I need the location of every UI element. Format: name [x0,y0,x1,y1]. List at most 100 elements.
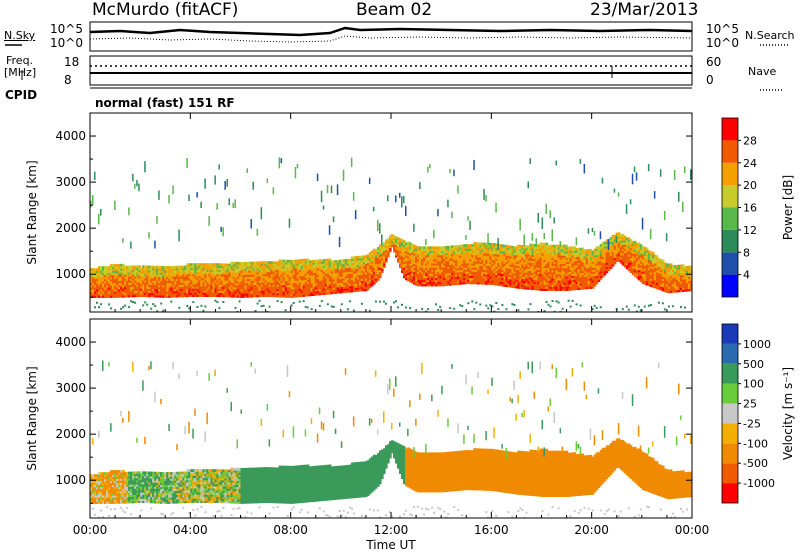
power-cell [98,282,101,286]
power-cell [543,277,547,281]
power-cell [471,260,474,264]
power-cell [90,286,93,290]
power-cell [158,274,161,277]
power-cell [549,288,553,291]
power-cell [623,244,627,247]
power-cell [483,248,486,252]
power-speckle [413,223,415,232]
power-cell [599,277,603,280]
power-cell [212,263,215,266]
power-cell [609,241,613,244]
power-cell [417,246,420,250]
power-cell [332,268,336,272]
power-cell [278,278,282,281]
power-cell [268,290,272,293]
power-cell [120,268,123,271]
power-cell [108,270,111,273]
power-cell [465,269,468,272]
power-cell [477,263,480,266]
power-cell [368,256,372,260]
power-cell [449,280,452,284]
power-cell [350,273,354,276]
power-cell [294,265,298,269]
power-cell [370,256,374,260]
power-cell [114,264,117,267]
power-cell [102,270,105,273]
power-cell [240,262,244,265]
power-cell [268,292,272,295]
power-cell [238,295,242,298]
power-cell [605,266,609,269]
power-cell [461,265,464,268]
power-cell [593,258,597,262]
power-cell [447,274,450,278]
power-cell [429,258,432,262]
power-cell [308,264,312,268]
power-cell [246,263,250,267]
power-cell [348,283,352,287]
power-cell [366,260,370,264]
power-cell [385,243,388,247]
power-cell [377,247,380,250]
power-cell [264,275,268,279]
power-cell [521,245,524,248]
power-cell [443,264,446,268]
power-cell [204,294,207,297]
power-cell [322,265,326,268]
power-cell [531,260,535,264]
power-cell [539,254,543,258]
power-cell [332,278,336,282]
power-cell [431,279,434,283]
power-cell [334,268,338,271]
power-cell [186,269,189,273]
power-cell [469,273,472,276]
power-cell [200,279,203,283]
power-cell [368,277,372,280]
power-cell [124,276,127,279]
power-cell [154,265,157,269]
power-cell [296,267,300,271]
power-cell [130,267,133,271]
power-cell [232,270,236,273]
power-cell [210,273,213,277]
power-cell [270,267,274,271]
power-cell [537,263,541,266]
power-cell [609,266,613,269]
power-cell [374,253,378,256]
power-cell [136,269,139,273]
power-cell [615,255,619,258]
power-cell [551,286,555,289]
power-speckle [595,307,598,309]
power-cell [485,257,488,260]
power-cell [242,268,246,271]
power-cell [316,286,320,290]
power-cell [507,245,510,248]
power-cell [377,257,380,261]
power-cell [296,278,300,281]
power-cell [96,284,99,288]
power-cell [433,265,436,268]
power-cell [585,263,589,267]
power-cell [457,273,460,277]
power-cell [302,267,306,270]
power-cell [334,274,338,278]
power-cell [567,273,571,277]
power-cell [631,263,635,267]
power-cell [409,254,412,258]
power-cell [481,261,484,264]
power-cell [206,277,209,281]
power-cell [238,264,242,267]
power-cell [579,272,583,276]
power-cell [140,283,143,287]
power-cell [511,285,514,288]
power-cell [362,286,366,290]
power-cell [342,267,346,271]
power-cell [354,272,358,276]
power-cell [387,252,390,256]
power-cell [158,286,161,290]
power-cell [154,292,157,296]
power-cell [573,287,577,291]
power-cell [374,255,378,258]
power-cell [148,267,151,271]
power-cell [358,280,362,284]
